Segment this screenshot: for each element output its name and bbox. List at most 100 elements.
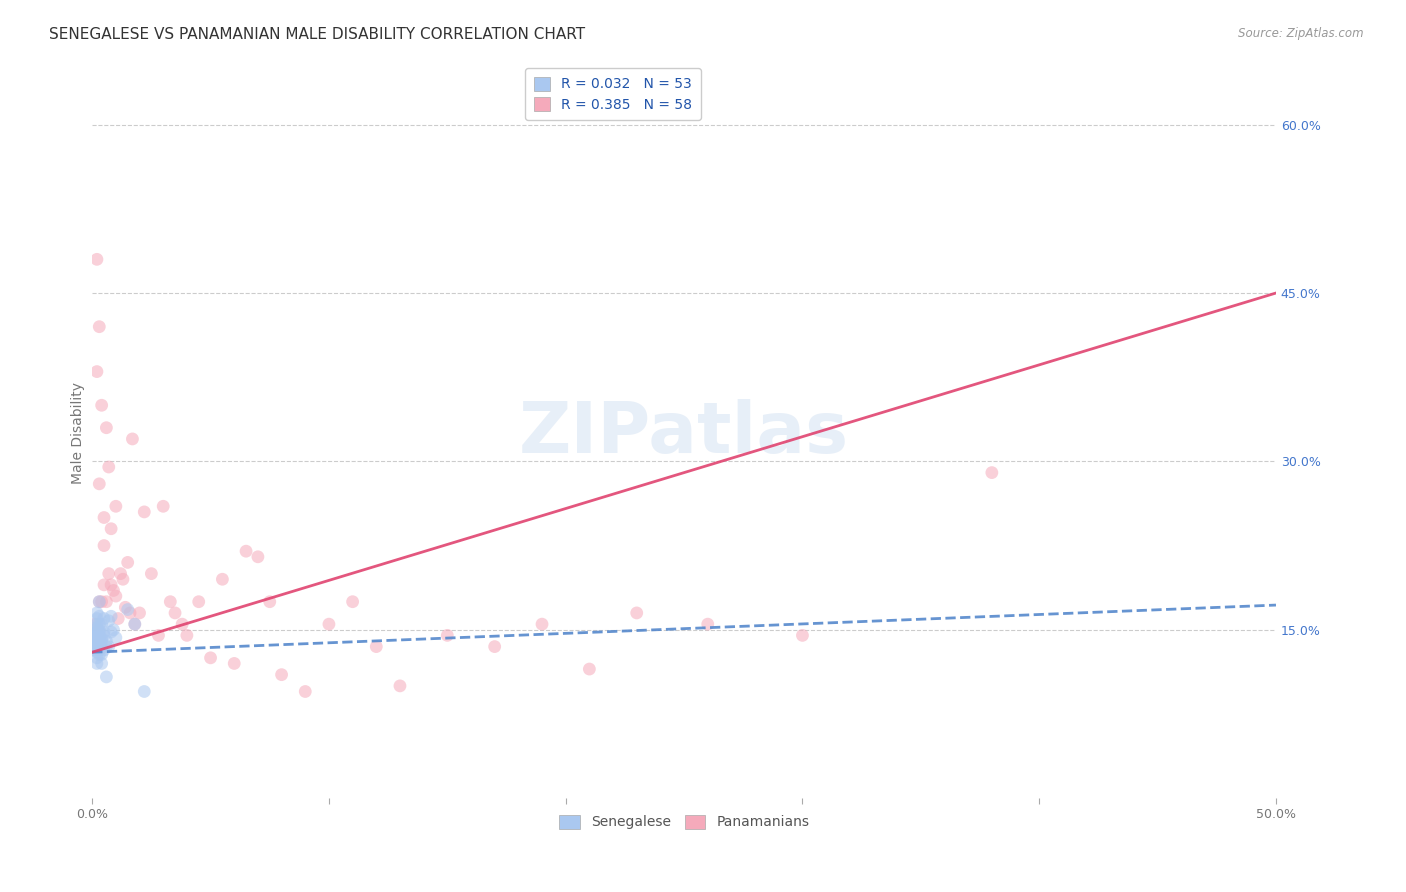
Point bbox=[89, 625, 111, 640]
Point bbox=[90, 398, 112, 412]
Point bbox=[111, 572, 134, 586]
Legend: Senegalese, Panamanians: Senegalese, Panamanians bbox=[553, 809, 815, 835]
Point bbox=[86, 632, 108, 646]
Point bbox=[86, 252, 108, 267]
Point bbox=[86, 620, 108, 634]
Point bbox=[103, 623, 125, 637]
Point bbox=[90, 632, 112, 646]
Point bbox=[86, 637, 108, 651]
Point bbox=[83, 623, 105, 637]
Point bbox=[93, 628, 115, 642]
Point bbox=[235, 544, 257, 558]
Point bbox=[141, 566, 163, 581]
Point bbox=[980, 466, 1002, 480]
Point bbox=[100, 522, 122, 536]
Point bbox=[152, 500, 174, 514]
Point bbox=[83, 636, 105, 650]
Point bbox=[159, 595, 181, 609]
Point bbox=[97, 460, 120, 475]
Point bbox=[100, 609, 122, 624]
Point bbox=[172, 617, 194, 632]
Point bbox=[176, 628, 198, 642]
Point bbox=[93, 578, 115, 592]
Point bbox=[436, 628, 458, 642]
Point bbox=[96, 421, 118, 435]
Point bbox=[89, 632, 111, 646]
Point bbox=[259, 595, 281, 609]
Point bbox=[86, 640, 108, 654]
Point bbox=[96, 595, 118, 609]
Point bbox=[165, 606, 187, 620]
Point bbox=[578, 662, 600, 676]
Point bbox=[89, 631, 111, 645]
Point bbox=[96, 670, 118, 684]
Point bbox=[114, 600, 136, 615]
Point bbox=[86, 628, 108, 642]
Point bbox=[90, 617, 112, 632]
Point bbox=[89, 595, 111, 609]
Point bbox=[626, 606, 648, 620]
Point bbox=[97, 614, 120, 628]
Point bbox=[103, 583, 125, 598]
Point bbox=[86, 365, 108, 379]
Point bbox=[86, 634, 108, 648]
Point bbox=[696, 617, 718, 632]
Point bbox=[270, 667, 292, 681]
Point bbox=[120, 606, 142, 620]
Point bbox=[97, 640, 120, 654]
Point bbox=[89, 319, 111, 334]
Point bbox=[89, 628, 111, 642]
Point bbox=[388, 679, 411, 693]
Point bbox=[93, 625, 115, 640]
Point bbox=[86, 625, 108, 640]
Point bbox=[211, 572, 233, 586]
Point bbox=[89, 617, 111, 632]
Point bbox=[104, 631, 127, 645]
Point bbox=[224, 657, 246, 671]
Point bbox=[134, 684, 156, 698]
Point bbox=[148, 628, 170, 642]
Text: ZIPatlas: ZIPatlas bbox=[519, 399, 849, 467]
Point bbox=[89, 476, 111, 491]
Point bbox=[124, 617, 146, 632]
Point bbox=[86, 631, 108, 645]
Point bbox=[117, 556, 139, 570]
Point bbox=[93, 539, 115, 553]
Point bbox=[104, 589, 127, 603]
Point bbox=[96, 634, 118, 648]
Point bbox=[89, 609, 111, 624]
Point bbox=[792, 628, 814, 642]
Point bbox=[86, 611, 108, 625]
Point bbox=[86, 606, 108, 620]
Point bbox=[93, 611, 115, 625]
Point bbox=[134, 505, 156, 519]
Text: Source: ZipAtlas.com: Source: ZipAtlas.com bbox=[1239, 27, 1364, 40]
Point bbox=[93, 643, 115, 657]
Point bbox=[86, 636, 108, 650]
Point bbox=[110, 566, 132, 581]
Point bbox=[121, 432, 143, 446]
Point bbox=[90, 657, 112, 671]
Point bbox=[117, 602, 139, 616]
Point bbox=[107, 611, 129, 625]
Point bbox=[86, 617, 108, 632]
Point bbox=[90, 634, 112, 648]
Point bbox=[89, 643, 111, 657]
Point bbox=[89, 648, 111, 662]
Point bbox=[90, 640, 112, 654]
Point bbox=[86, 625, 108, 640]
Point bbox=[89, 636, 111, 650]
Point bbox=[90, 595, 112, 609]
Point bbox=[294, 684, 316, 698]
Point bbox=[366, 640, 388, 654]
Point bbox=[97, 566, 120, 581]
Point bbox=[246, 549, 269, 564]
Point bbox=[531, 617, 554, 632]
Point bbox=[187, 595, 209, 609]
Text: SENEGALESE VS PANAMANIAN MALE DISABILITY CORRELATION CHART: SENEGALESE VS PANAMANIAN MALE DISABILITY… bbox=[49, 27, 585, 42]
Point bbox=[90, 648, 112, 662]
Point bbox=[86, 657, 108, 671]
Point bbox=[200, 650, 222, 665]
Point bbox=[104, 500, 127, 514]
Point bbox=[83, 617, 105, 632]
